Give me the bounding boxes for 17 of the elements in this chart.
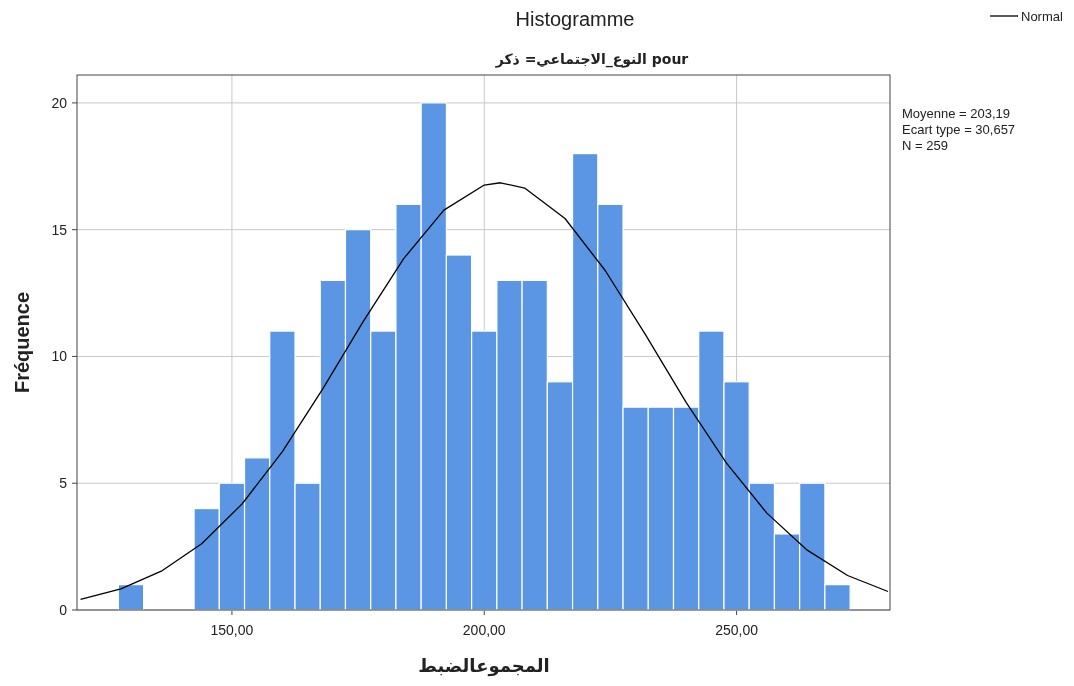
y-tick-label: 15 — [51, 221, 68, 238]
line-series — [79, 182, 889, 600]
y-tick-label: 0 — [59, 602, 68, 618]
y-tick-label: 5 — [59, 475, 68, 492]
y-axis-title: Fréquence — [11, 291, 33, 394]
y-tick-label: 10 — [51, 348, 68, 365]
text: Ecart type = 30,657 — [902, 122, 1016, 137]
x-tick-label: 200,00 — [462, 622, 506, 638]
x-tick-label: 150,00 — [210, 622, 254, 638]
y-tick-label: 20 — [51, 94, 68, 111]
text: N = 259 — [902, 138, 948, 153]
chart-subtitle: النوع_الاجتماعي= ذكر pour — [494, 51, 689, 68]
x-tick-label: 250,00 — [715, 622, 759, 638]
legend-label: Normal — [1021, 9, 1064, 24]
chart-title: Histogramme — [515, 8, 635, 30]
x-axis-title: المجموعالضبط — [418, 655, 550, 677]
text: Moyenne = 203,19 — [902, 106, 1011, 121]
